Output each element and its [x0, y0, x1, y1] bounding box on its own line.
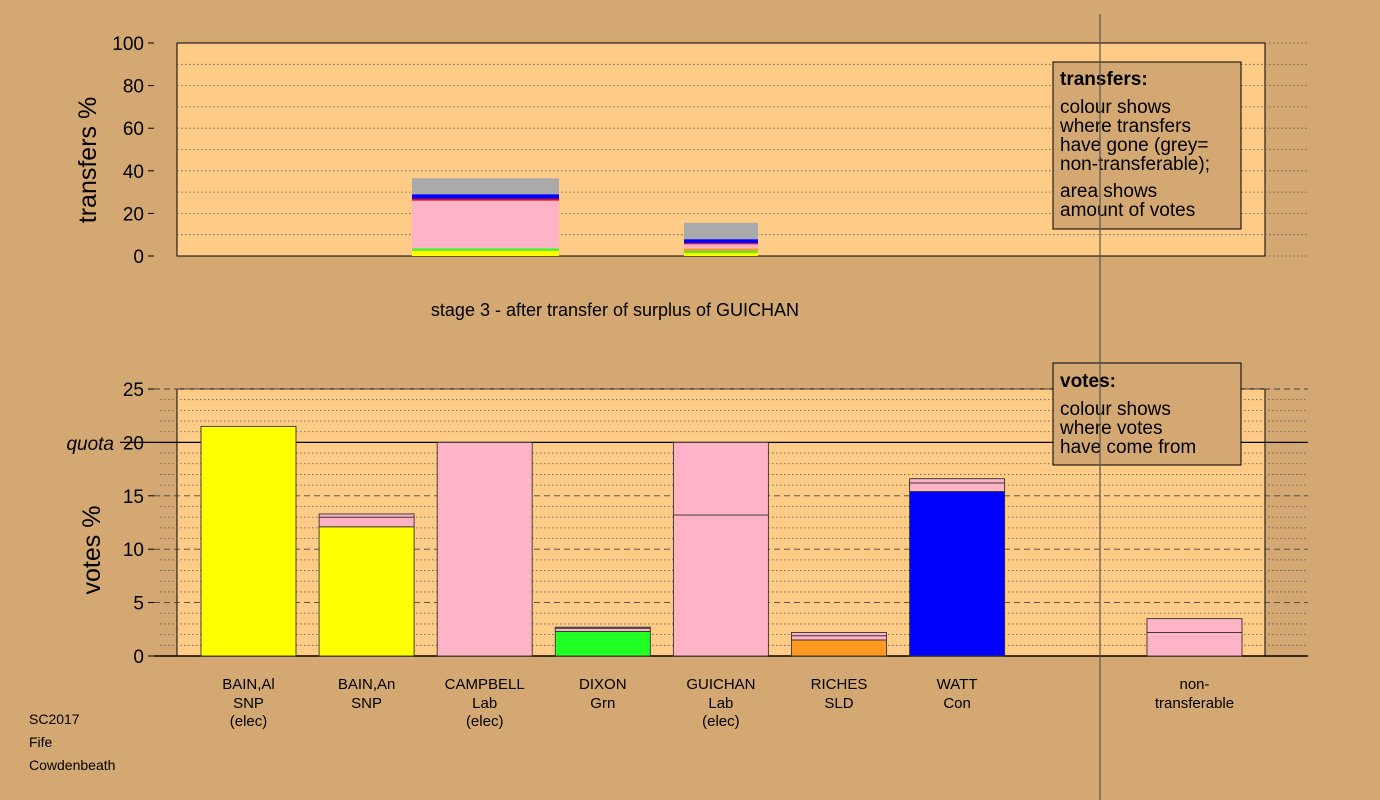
vote-bar-segment	[909, 482, 1006, 492]
votes-legend-line: colour shows	[1060, 399, 1171, 420]
transfers-y-axis-label: transfers %	[74, 97, 102, 223]
vote-bar-segment	[554, 627, 651, 632]
votes-tick-label: 15	[123, 487, 144, 508]
candidate-party: SNP	[233, 695, 264, 712]
election-label: SC2017	[29, 711, 80, 727]
transfer-bar-segment	[684, 244, 758, 249]
transfer-bar-segment	[684, 239, 758, 244]
vote-bar-segment	[791, 632, 887, 637]
transfer-bar-segment	[684, 252, 758, 256]
transfers-legend-line: non-transferable);	[1060, 154, 1210, 175]
candidate-name: WATT	[937, 676, 978, 693]
votes-legend: votes: colour shows where votes have com…	[1052, 362, 1242, 466]
transfers-tick-label: 40	[123, 162, 144, 183]
nontransferable-label: transferable	[1155, 695, 1234, 712]
candidate-name: GUICHAN	[686, 676, 755, 693]
transfer-bar-segment	[412, 178, 559, 195]
transfer-bar-segment	[684, 251, 758, 253]
transfers-tick-label: 80	[123, 77, 144, 98]
votes-tick-label: 10	[123, 540, 144, 561]
transfers-legend-line: colour shows	[1060, 97, 1171, 118]
votes-tick-label: 20	[123, 433, 144, 454]
transfers-legend-line: amount of votes	[1060, 200, 1195, 221]
candidate-party: SLD	[824, 695, 853, 712]
candidate-party: Lab	[472, 695, 497, 712]
transfers-tick-label: 20	[123, 204, 144, 225]
vote-bar-segment	[791, 635, 887, 641]
transfers-legend-line: area shows	[1060, 181, 1157, 202]
votes-legend-line: where votes	[1059, 418, 1162, 439]
transfers-legend-title: transfers:	[1060, 69, 1148, 90]
transfers-tick-label: 0	[133, 247, 144, 268]
votes-tick-label: 0	[133, 647, 144, 668]
transfer-bar-segment	[412, 200, 559, 249]
stage-title: stage 3 - after transfer of surplus of G…	[431, 300, 799, 320]
candidate-party: Lab	[708, 695, 733, 712]
candidate-name: RICHES	[811, 676, 868, 693]
transfer-bar-segment	[684, 243, 758, 245]
council-label: Fife	[29, 734, 53, 750]
vote-bar-segment	[554, 630, 651, 657]
candidate-status: (elec)	[466, 713, 504, 730]
vote-bar-segment	[436, 441, 533, 657]
transfer-bar-segment	[412, 194, 559, 199]
candidate-name: CAMPBELL	[445, 676, 525, 693]
transfer-bar-segment	[412, 250, 559, 256]
transfers-legend: transfers: colour shows where transfers …	[1052, 61, 1242, 230]
candidate-party: SNP	[351, 695, 382, 712]
vote-bar-segment	[200, 425, 297, 657]
candidate-status: (elec)	[230, 713, 268, 730]
transfers-tick-label: 60	[123, 119, 144, 140]
vote-bar-segment	[672, 441, 769, 516]
transfer-bar-segment	[684, 248, 758, 252]
transfers-legend-line: where transfers	[1059, 116, 1191, 137]
transfers-legend-line: have gone (grey=	[1060, 135, 1208, 156]
transfer-bar-segment	[684, 222, 758, 240]
vote-bar-segment	[672, 514, 769, 657]
vote-bar-segment	[318, 526, 415, 657]
candidate-name: BAIN,Al	[222, 676, 275, 693]
candidate-party: Grn	[590, 695, 615, 712]
votes-legend-line: have come from	[1060, 437, 1196, 458]
votes-y-axis-label: votes %	[78, 506, 106, 595]
candidate-name: BAIN,An	[338, 676, 396, 693]
vote-bar-segment	[909, 491, 1006, 657]
vote-bar-segment	[791, 639, 887, 657]
transfers-tick-label: 100	[112, 34, 144, 55]
quota-label: quota	[66, 434, 114, 455]
nontransferable-label: non-	[1179, 676, 1209, 693]
nontransferable-bar-segment	[1146, 632, 1243, 657]
vote-bar-segment	[318, 516, 415, 528]
votes-legend-title: votes:	[1060, 371, 1116, 392]
transfer-bar-segment	[412, 248, 559, 251]
transfers-panel: 0 20 40 60 80 100 transfers % stage 3 - after…	[74, 34, 1308, 320]
vote-bar-segment	[318, 513, 415, 518]
candidate-status: (elec)	[702, 713, 740, 730]
transfer-bar-segment	[412, 198, 559, 201]
votes-tick-label: 5	[133, 594, 144, 615]
ward-label: Cowdenbeath	[29, 757, 115, 773]
nontransferable-bar-segment	[1146, 618, 1243, 633]
candidate-name: DIXON	[579, 676, 627, 693]
candidate-party: Con	[943, 695, 971, 712]
vote-bar-segment	[909, 478, 1006, 484]
votes-tick-label: 25	[123, 380, 144, 401]
vote-bar-segment	[554, 626, 651, 629]
